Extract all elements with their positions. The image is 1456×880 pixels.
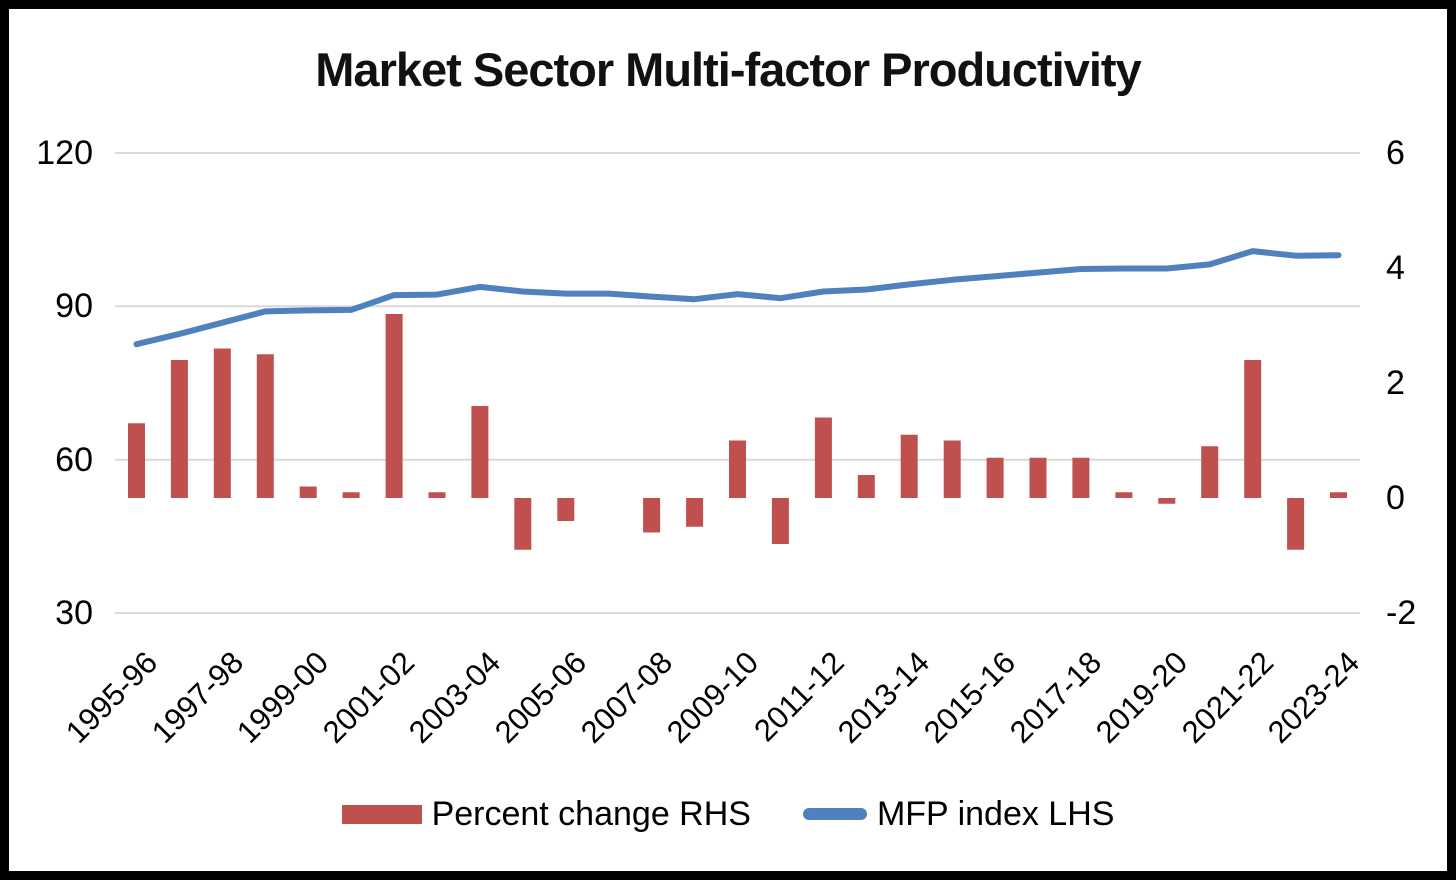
left-axis-tick-label: 90	[55, 287, 93, 326]
percent-change-bar	[128, 423, 145, 498]
left-axis-tick-label: 120	[36, 134, 93, 172]
percent-change-bar	[729, 440, 746, 498]
bar-series-swatch	[341, 804, 422, 824]
percent-change-bar	[943, 440, 961, 498]
percent-change-bar	[814, 417, 832, 498]
percent-change-bar	[170, 360, 188, 498]
legend-item-percent-change: Percent change RHS	[341, 795, 751, 833]
right-axis-tick-label: 6	[1386, 134, 1405, 172]
right-axis-tick-label: 4	[1386, 249, 1405, 287]
percent-change-bar	[428, 492, 446, 498]
percent-change-bar	[986, 457, 1004, 498]
percent-change-bar	[857, 475, 875, 498]
legend-label-percent-change: Percent change RHS	[431, 795, 751, 833]
percent-change-bar	[514, 498, 532, 550]
percent-change-bar	[342, 492, 360, 498]
mfp-index-line	[133, 248, 1342, 348]
percent-change-bar	[299, 486, 317, 498]
percent-change-bar	[686, 498, 704, 527]
chart-title: Market Sector Multi-factor Productivity	[315, 43, 1141, 96]
left-axis-tick-label: 60	[55, 440, 93, 479]
left-axis-tick-label: 30	[55, 594, 93, 632]
percent-change-bar	[1115, 492, 1133, 498]
line-series-swatch	[802, 808, 867, 820]
legend-item-mfp-index: MFP index LHS	[802, 795, 1115, 833]
percent-change-bar	[1158, 498, 1176, 504]
legend: Percent change RHS MFP index LHS	[0, 792, 1456, 836]
percent-change-bar	[213, 348, 231, 498]
percent-change-bar	[1201, 446, 1219, 498]
right-axis-tick-label: 0	[1386, 479, 1405, 517]
percent-change-bar	[1072, 457, 1090, 498]
percent-change-bar	[900, 434, 918, 498]
percent-change-bar	[643, 498, 661, 533]
percent-change-bar	[471, 406, 489, 498]
percent-change-bar	[1330, 492, 1347, 498]
legend-label-mfp-index: MFP index LHS	[876, 795, 1115, 833]
percent-change-bar	[1029, 457, 1047, 498]
percent-change-bar	[771, 498, 789, 544]
percent-change-bar	[1244, 360, 1262, 498]
percent-change-bar	[557, 498, 575, 521]
percent-change-bar	[385, 314, 403, 498]
right-axis-tick-label: -2	[1386, 594, 1417, 632]
percent-change-bar	[256, 354, 274, 498]
right-axis-tick-label: 2	[1386, 364, 1405, 402]
percent-change-bar	[1287, 498, 1305, 550]
